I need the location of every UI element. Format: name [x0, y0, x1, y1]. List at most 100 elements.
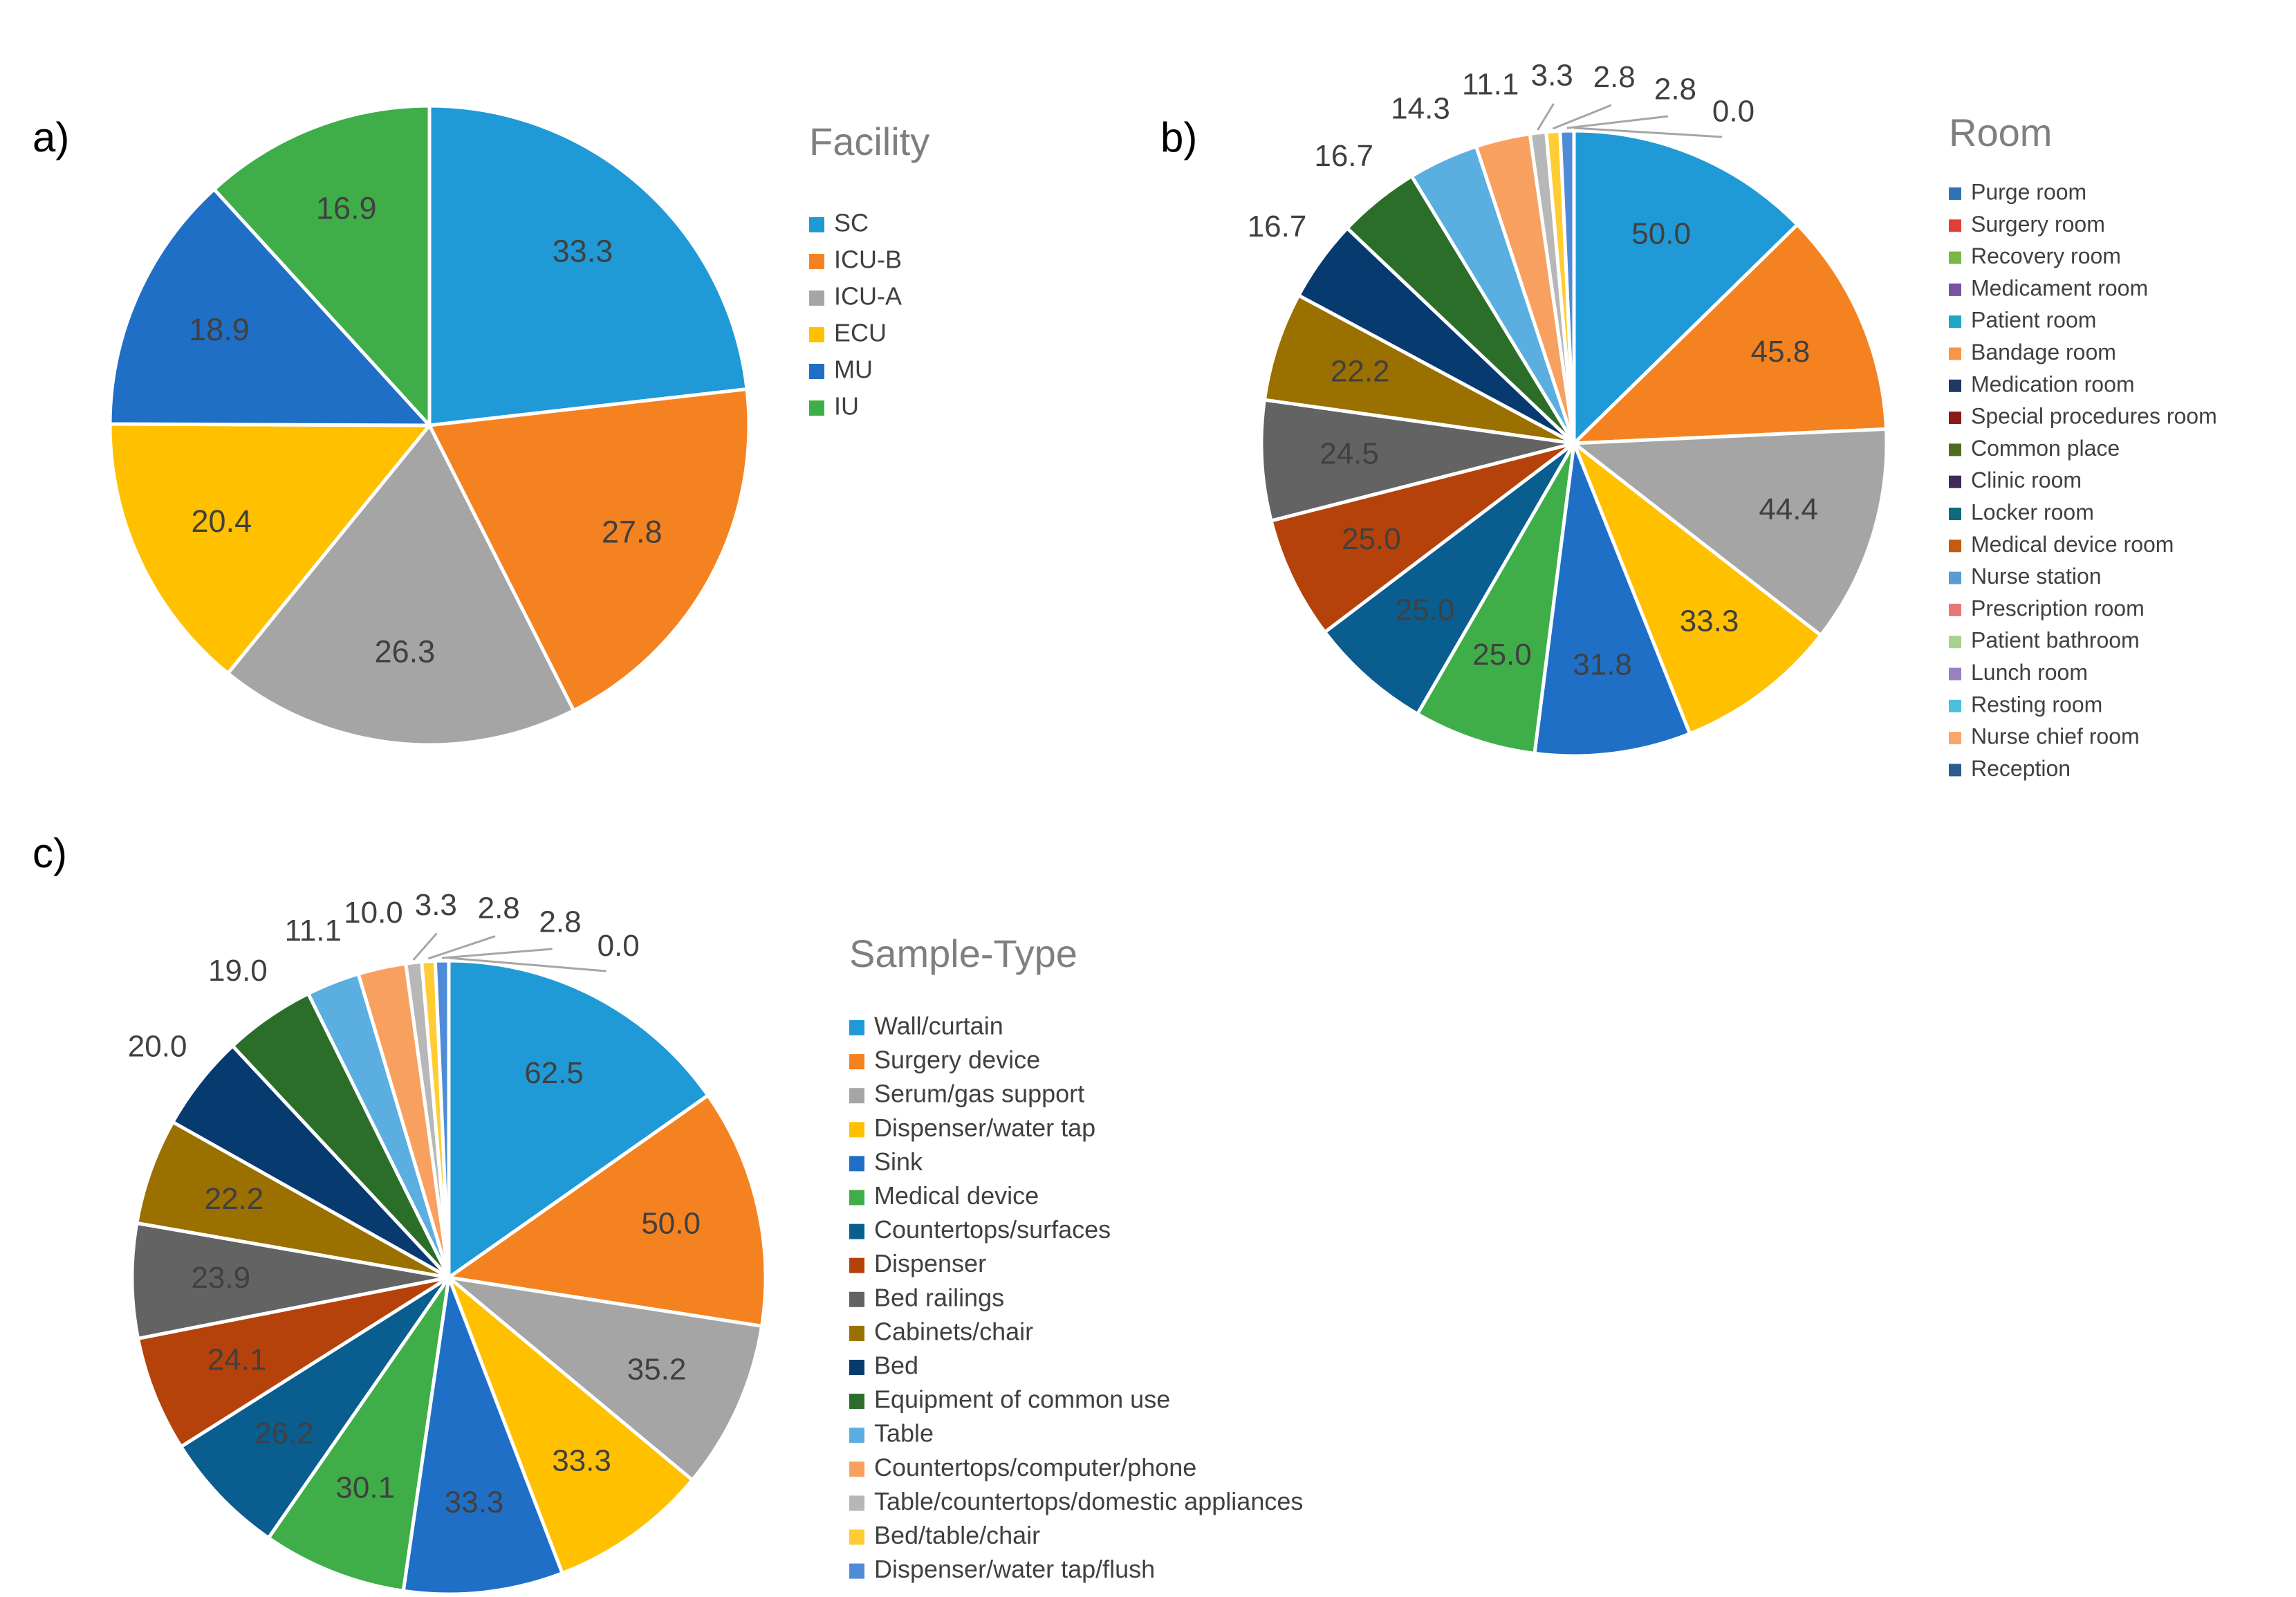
legend-label: Dispenser: [874, 1249, 986, 1277]
panel-label: a): [33, 114, 69, 160]
legend-swatch: [1949, 443, 1961, 456]
legend-swatch: [849, 1088, 864, 1104]
legend-swatch: [849, 1428, 864, 1443]
legend-title: Room: [1949, 111, 2052, 154]
legend-label: Medication room: [1971, 371, 2135, 396]
legend-label: Purge room: [1971, 179, 2086, 204]
data-label: 31.8: [1573, 647, 1632, 681]
legend-label: Table/countertops/domestic appliances: [874, 1487, 1303, 1515]
leader-line: [1537, 103, 1555, 131]
legend-swatch: [1949, 764, 1961, 777]
legend-label: Special procedures room: [1971, 404, 2217, 429]
legend-swatch: [809, 327, 824, 342]
data-label: 45.8: [1751, 335, 1811, 369]
legend-swatch: [849, 1394, 864, 1410]
data-label: 26.3: [375, 634, 436, 670]
legend-swatch: [1949, 667, 1961, 681]
legend-label: Bed railings: [874, 1283, 1004, 1311]
legend-swatch: [1949, 636, 1961, 649]
legend-swatch: [849, 1224, 864, 1239]
legend-swatch: [849, 1461, 864, 1477]
legend-label: Equipment of common use: [874, 1385, 1170, 1414]
legend-title: Sample-Type: [849, 932, 1077, 975]
data-label: 25.0: [1342, 522, 1401, 556]
data-label: 16.7: [1314, 139, 1373, 173]
data-label: 2.8: [1654, 72, 1696, 106]
legend-label: Prescription room: [1971, 596, 2145, 620]
data-label: 0.0: [598, 929, 640, 963]
data-label: 24.1: [207, 1343, 267, 1377]
legend-swatch: [849, 1325, 864, 1341]
legend-swatch: [849, 1291, 864, 1307]
data-label: 3.3: [1531, 59, 1573, 93]
pie-slice: [427, 387, 751, 712]
legend-swatch: [809, 217, 824, 232]
pie-slice: [1416, 441, 1576, 755]
pie-slice: [1572, 441, 1823, 736]
legend-swatch: [849, 1190, 864, 1206]
data-label: 11.1: [285, 914, 342, 948]
legend-label: Nurse chief room: [1971, 724, 2140, 749]
legend-swatch: [1949, 475, 1961, 488]
legend-label: Resting room: [1971, 692, 2102, 717]
legend-swatch: [809, 364, 824, 379]
legend-label: Sink: [874, 1147, 923, 1176]
data-label: 33.3: [553, 234, 613, 269]
legend-label: IU: [834, 392, 859, 421]
data-label: 14.3: [1391, 91, 1450, 125]
data-label: 50.0: [1631, 217, 1691, 251]
leader-line: [1566, 115, 1669, 129]
data-label: 35.2: [627, 1352, 687, 1386]
pie-slice: [108, 422, 432, 675]
pie-slice: [401, 1275, 564, 1596]
legend-label: Locker room: [1971, 499, 2094, 524]
legend-swatch: [849, 1122, 864, 1138]
data-label: 20.0: [128, 1029, 187, 1063]
leader-line: [1552, 104, 1612, 130]
pie-slice: [447, 1275, 764, 1482]
legend-swatch: [1949, 379, 1961, 392]
legend-label: MU: [834, 356, 873, 384]
legend-swatch: [1949, 315, 1961, 329]
legend-label: Dispenser/water tap/flush: [874, 1555, 1155, 1583]
legend-label: Patient bathroom: [1971, 628, 2140, 653]
legend-label: Bed/table/chair: [874, 1521, 1040, 1549]
leader-line: [448, 957, 607, 972]
legend-label: ECU: [834, 319, 887, 347]
legend-label: Lunch room: [1971, 660, 2088, 685]
legend-label: Clinic room: [1971, 468, 2082, 492]
legend-swatch: [1949, 603, 1961, 616]
pie-slice: [447, 959, 710, 1280]
data-label: 22.2: [205, 1182, 264, 1216]
legend-swatch: [1949, 732, 1961, 745]
leader-line: [1573, 127, 1723, 138]
legend-swatch: [1949, 539, 1961, 553]
pie-slice: [212, 104, 432, 427]
legend-swatch: [1949, 412, 1961, 425]
pie-slice: [1269, 441, 1576, 634]
legend-swatch: [809, 400, 824, 416]
pie-slice: [447, 1093, 768, 1328]
data-label: 62.5: [524, 1056, 584, 1090]
legend-label: ICU-B: [834, 246, 902, 274]
data-label: 25.0: [1396, 593, 1455, 627]
legend-swatch: [849, 1054, 864, 1070]
legend-label: Nurse station: [1971, 564, 2102, 589]
legend-swatch: [1949, 187, 1961, 200]
data-label: 0.0: [1712, 94, 1755, 128]
legend-label: Medical device: [874, 1181, 1039, 1210]
data-label: 16.7: [1248, 210, 1307, 243]
pie-slice: [1262, 293, 1576, 445]
data-label: 23.9: [191, 1261, 250, 1295]
data-label: 16.9: [316, 191, 377, 226]
legend-label: Countertops/computer/phone: [874, 1453, 1196, 1481]
legend-label: Bed: [874, 1351, 918, 1380]
leader-line: [412, 932, 438, 961]
legend-swatch: [849, 1529, 864, 1545]
pie-slice: [266, 1275, 451, 1593]
pie-slice: [130, 1221, 451, 1340]
legend-label: Patient room: [1971, 308, 2096, 333]
legend-swatch: [849, 1563, 864, 1579]
legend-swatch: [809, 290, 824, 306]
pie-slice: [1572, 129, 1799, 445]
